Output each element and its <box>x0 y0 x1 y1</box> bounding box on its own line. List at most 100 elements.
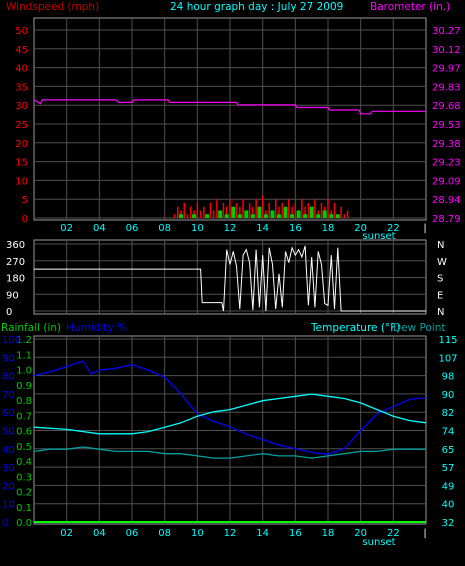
temperature-tick-label: 90 <box>442 390 455 401</box>
humidity-tick-label: 10 <box>2 500 15 511</box>
humidity-tick-label: 20 <box>2 481 15 492</box>
temperature-line <box>33 393 427 435</box>
temperature-tick-label: 115 <box>438 335 457 346</box>
x-tick-label-top: 04 <box>93 223 106 234</box>
x-end-marker-bottom: | <box>423 528 426 539</box>
wind-average-bar <box>277 214 281 218</box>
humidity-tick-label: 40 <box>2 445 15 456</box>
rainfall-tick-label: 1.0 <box>16 366 32 377</box>
humidity-axis-title: Humidity % <box>66 322 127 334</box>
rainfall-tick-label: 0.5 <box>16 442 32 453</box>
wind-average-bar <box>218 210 223 218</box>
barometer-tick-label: 29.68 <box>432 101 461 112</box>
temperature-tick-label: 107 <box>438 353 457 364</box>
grid-lines <box>34 18 426 524</box>
x-tick-label-top: 06 <box>126 223 139 234</box>
barometer-tick-label: 30.27 <box>432 26 461 37</box>
temperature-axis-title: Temperature (°F) <box>310 322 400 334</box>
wind-average-bar <box>244 210 249 218</box>
x-tick-label-top: 12 <box>224 223 237 234</box>
x-tick-label-top: 10 <box>191 223 204 234</box>
wind-direction-line <box>34 245 426 312</box>
rainfall-tick-label: 0.1 <box>16 503 32 514</box>
temperature-tick-label: 82 <box>442 408 455 419</box>
wind-average-bar <box>303 214 308 218</box>
wind-average-bar <box>335 214 340 218</box>
barometer-tick-label: 29.23 <box>432 158 461 169</box>
direction-tick-label: 270 <box>6 257 25 268</box>
humidity-tick-label: 50 <box>2 427 15 438</box>
windspeed-tick-label: 50 <box>15 26 28 37</box>
rainfall-tick-label: 0.0 <box>16 518 32 529</box>
temperature-tick-label: 49 <box>442 481 455 492</box>
x-tick-label-bottom: 14 <box>256 528 269 539</box>
humidity-tick-label: 80 <box>2 372 15 383</box>
x-end-marker-top: | <box>423 223 426 234</box>
temperature-tick-label: 57 <box>442 463 455 474</box>
wind-average-bar <box>329 214 334 218</box>
humidity-tick-label: 60 <box>2 408 15 419</box>
barometer-axis-title: Barometer (in.) <box>370 1 450 13</box>
windspeed-tick-label: 30 <box>15 101 28 112</box>
wind-average-bar <box>231 206 236 218</box>
wind-average-bar <box>224 214 229 218</box>
windspeed-tick-label: 25 <box>15 120 28 131</box>
windspeed-axis-title: Windspeed (mph) <box>6 1 99 13</box>
x-tick-label-top: 02 <box>60 223 73 234</box>
data-series <box>33 99 427 523</box>
dewpoint-axis-title: Dew Point <box>393 322 446 334</box>
wind-average-bar <box>263 214 268 218</box>
x-tick-label-bottom: 04 <box>93 528 106 539</box>
rainfall-tick-label: 0.3 <box>16 472 32 483</box>
temperature-tick-label: 98 <box>442 372 455 383</box>
wind-average-bar <box>179 214 183 218</box>
wind-average-bar <box>250 214 255 218</box>
compass-label: E <box>437 290 443 301</box>
barometer-tick-label: 29.53 <box>432 120 461 131</box>
dewpoint-line <box>33 446 426 459</box>
wind-average-bar <box>309 206 314 218</box>
windspeed-tick-label: 15 <box>15 158 28 169</box>
barometer-tick-label: 29.09 <box>432 176 461 187</box>
barometer-tick-label: 30.12 <box>432 45 461 56</box>
sunset-label-bottom: sunset <box>362 537 395 548</box>
x-tick-label-bottom: 10 <box>191 528 204 539</box>
wind-average-bar <box>296 210 301 218</box>
windspeed-tick-label: 5 <box>22 195 28 206</box>
x-tick-label-bottom: 12 <box>224 528 237 539</box>
rainfall-tick-label: 0.8 <box>16 396 32 407</box>
humidity-line <box>33 360 427 455</box>
x-tick-label-bottom: 22 <box>387 528 400 539</box>
rainfall-tick-label: 0.7 <box>16 411 32 422</box>
wind-average-bar <box>237 214 242 218</box>
temperature-tick-label: 74 <box>442 427 455 438</box>
x-tick-label-top: 14 <box>256 223 269 234</box>
x-tick-label-bottom: 06 <box>126 528 139 539</box>
compass-label: N <box>437 240 444 251</box>
barometer-tick-label: 29.83 <box>432 82 461 93</box>
barometer-tick-label: 29.97 <box>432 64 461 75</box>
direction-tick-label: 90 <box>6 290 19 301</box>
humidity-tick-label: 90 <box>2 353 15 364</box>
rainfall-tick-label: 0.4 <box>16 457 32 468</box>
temperature-tick-label: 65 <box>442 445 455 456</box>
wind-average-bar <box>316 214 321 218</box>
barometer-tick-label: 28.79 <box>432 214 461 225</box>
sunset-label-top: sunset <box>362 231 395 242</box>
compass-label: N <box>437 307 444 318</box>
windspeed-tick-label: 0 <box>22 214 28 225</box>
windspeed-tick-label: 35 <box>15 82 28 93</box>
barometer-tick-label: 29.38 <box>432 139 461 150</box>
compass-label: W <box>437 257 447 268</box>
rainfall-tick-label: 1.1 <box>16 350 32 361</box>
wind-average-bar <box>270 210 275 218</box>
x-tick-label-bottom: 02 <box>60 528 73 539</box>
wind-average-bar <box>205 214 210 218</box>
barometer-tick-label: 28.94 <box>432 195 461 206</box>
wind-average-bar <box>192 214 197 218</box>
wind-average-bar <box>257 206 262 218</box>
x-tick-label-bottom: 18 <box>322 528 335 539</box>
rainfall-axis-title: Rainfall (in) <box>1 322 61 334</box>
windspeed-tick-label: 20 <box>15 139 28 150</box>
